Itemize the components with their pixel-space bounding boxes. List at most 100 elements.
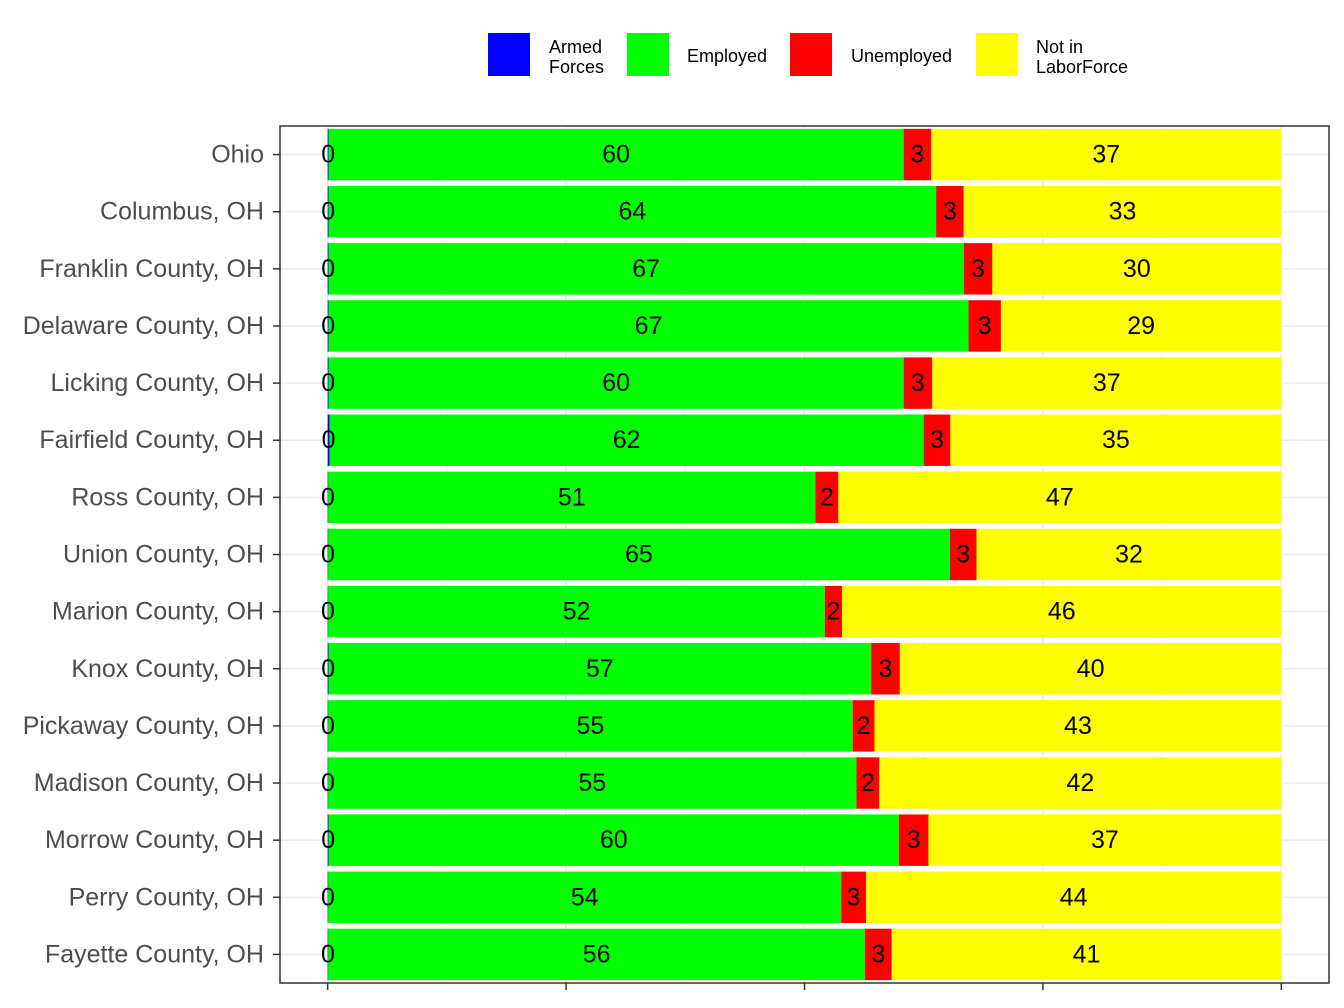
bar-segment [842,585,1282,638]
legend-key [488,33,530,76]
bar-segment [327,185,329,238]
y-tick-label: Madison County, OH [34,769,264,797]
data-label: 3 [956,541,970,569]
data-label: 2 [820,483,834,511]
bar-segment [327,357,329,409]
legend-label: Employed [687,46,767,66]
bar-segment [328,700,853,752]
data-label: 3 [943,198,957,226]
bar-segment [328,243,964,295]
y-tick-label: Fayette County, OH [45,940,264,968]
data-label: 3 [911,141,925,169]
data-label: 3 [879,655,893,683]
data-label: 3 [930,426,944,454]
value-labels: 0 60 3 370 64 3 330 67 3 300 67 3 290 60 3 370 62 3 350 51 2… [321,141,1155,969]
bar-segment [327,414,330,466]
bar-segment [327,471,329,524]
bar-segment [327,871,329,924]
data-label: 51 [558,483,586,511]
data-label: 3 [971,255,985,283]
data-label: 0 [321,255,335,283]
y-tick-label: Licking County, OH [50,369,264,397]
bar-segment [871,643,900,695]
data-label: 30 [1123,255,1151,283]
bar-segment [328,928,866,981]
data-label: 37 [1093,369,1121,397]
legend-label: Unemployed [851,46,952,66]
bar-segment [327,528,329,581]
bar-segment [328,585,826,638]
legend-key [976,33,1018,76]
bar-segment [950,414,1282,466]
data-label: 42 [1066,769,1094,797]
data-label: 0 [321,940,335,968]
bar-segment [328,300,969,352]
data-label: 0 [321,198,335,226]
bar-segment [903,128,932,181]
data-label: 41 [1073,940,1101,968]
data-label: 55 [577,712,605,740]
y-tick-label: Marion County, OH [52,598,264,626]
legend: Armed Forces Employed Unemployed Not in Labor… [488,33,1128,77]
data-label: 32 [1115,541,1143,569]
data-label: 60 [602,141,630,169]
y-axis: Ohio Columbus, OH Franklin County, OH Delaw… [23,141,1283,990]
bar-segment [866,871,1282,924]
data-label: 60 [602,369,630,397]
y-tick-label: Delaware County, OH [23,312,264,340]
bar-segment [328,357,904,409]
data-label: 3 [911,369,925,397]
data-label: 64 [618,198,646,226]
y-tick-label: Pickaway County, OH [23,712,264,740]
bar-segment [328,128,904,181]
bar-segment [329,414,924,466]
bar-segment [992,243,1282,295]
bar-segment [874,700,1282,752]
bar-segment [949,528,977,581]
bar-segment [903,357,933,409]
data-label: 65 [625,541,653,569]
data-label: 33 [1109,198,1137,226]
data-label: 67 [635,312,663,340]
data-label: 57 [586,655,614,683]
bar-segment [963,243,993,295]
data-label: 0 [322,426,336,454]
bar-segment [841,871,867,924]
data-label: 0 [321,883,335,911]
data-label: 0 [321,141,335,169]
bar-segment [928,814,1282,866]
bar-segment [327,814,329,866]
legend-key [790,33,832,76]
data-label: 0 [321,712,335,740]
bar-segment [932,357,1282,409]
bar-segment [327,585,329,638]
legend-key [627,33,669,76]
data-label: 43 [1064,712,1092,740]
bars [327,128,1282,981]
bar-segment [328,814,899,866]
bar-segment [328,643,872,695]
bar-segment [328,185,937,238]
data-label: 67 [632,255,660,283]
data-label: 40 [1077,655,1105,683]
y-tick-label: Knox County, OH [71,655,264,683]
bar-segment [899,643,1282,695]
data-label: 3 [978,312,992,340]
legend-label: Not in LaborForce [1036,37,1128,77]
bar-segment [856,757,880,809]
data-label: 0 [321,541,335,569]
bar-segment [328,871,842,924]
y-tick-label: Union County, OH [63,541,264,569]
data-label: 37 [1091,826,1119,854]
data-label: 0 [321,826,335,854]
bar-segment [327,243,329,295]
bar-segment [879,757,1282,809]
legend-label: Armed Forces [549,37,604,77]
bar-segment [327,300,329,352]
bar-segment [865,928,892,981]
data-label: 55 [578,769,606,797]
data-label: 46 [1048,598,1076,626]
data-label: 52 [563,598,591,626]
data-label: 62 [613,426,641,454]
